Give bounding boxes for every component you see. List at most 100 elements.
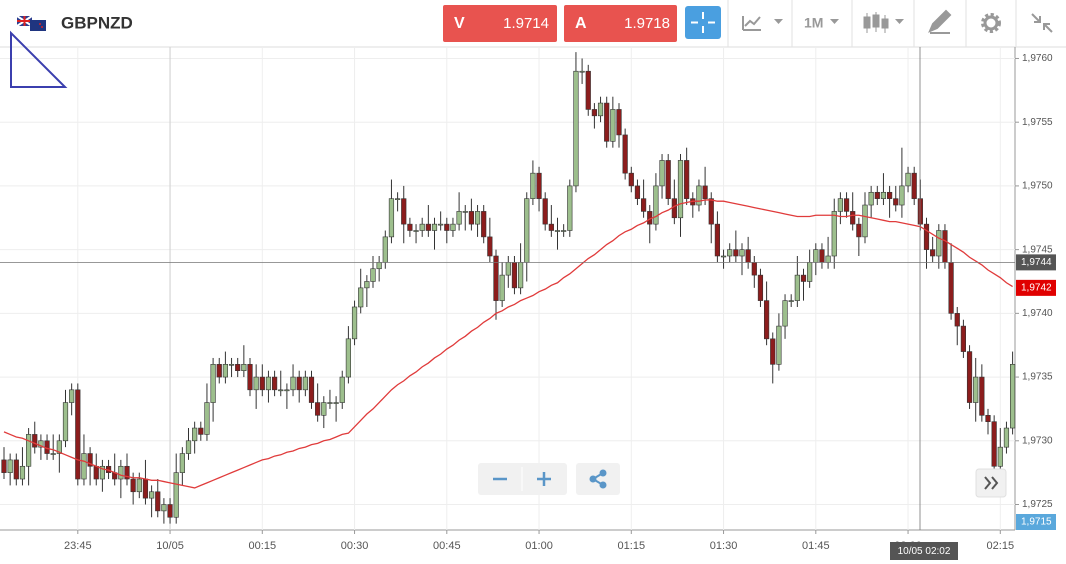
candle-body-up — [382, 236, 388, 263]
candle-body-down — [770, 338, 776, 365]
zoom-in-button[interactable] — [537, 472, 551, 486]
candle-body-up — [327, 402, 333, 404]
candle-body-up — [1009, 364, 1016, 429]
candle-body-down — [763, 300, 770, 340]
candle-body-down — [591, 109, 597, 117]
candle-body-down — [640, 198, 647, 212]
chart-type-button[interactable] — [742, 16, 783, 31]
candle-body-down — [960, 325, 966, 352]
candle-body-up — [579, 70, 585, 73]
settings-button[interactable] — [981, 13, 1001, 33]
candle-body-down — [493, 255, 499, 301]
candle-body-down — [142, 478, 149, 499]
candle-body-down — [843, 198, 850, 212]
scroll-to-end-button[interactable] — [975, 468, 1007, 498]
crosshair-time: 10/05 02:02 — [898, 546, 951, 557]
y-tick-label: 1,9730 — [1022, 435, 1053, 446]
symbol: GBPNZD — [61, 13, 133, 32]
flag — [16, 15, 46, 31]
candle-body-up — [62, 402, 69, 442]
candle-body-up — [727, 249, 733, 257]
collapse-button[interactable] — [1031, 13, 1053, 33]
candle-body-down — [481, 211, 487, 238]
triangle-drawing[interactable] — [10, 30, 68, 88]
candle-body-up — [265, 376, 272, 391]
candle-body-down — [296, 376, 302, 391]
candle-body-up — [554, 230, 561, 232]
candle-body-up — [69, 389, 75, 403]
crosshair-time-tag — [890, 542, 958, 560]
candle-style-button[interactable] — [863, 12, 904, 33]
candle-body-up — [696, 185, 702, 206]
y-tick-label: 1,9725 — [1022, 499, 1053, 510]
candle-body-down — [247, 364, 253, 391]
candle-body-up — [530, 172, 536, 199]
candle-body-up — [351, 306, 358, 340]
candle-body-down — [948, 262, 954, 314]
candle-body-down — [874, 191, 880, 199]
candle-body-down — [315, 402, 321, 416]
candle-body-down — [665, 160, 671, 199]
candle-body-down — [155, 491, 161, 512]
candle-body-up — [204, 402, 210, 435]
candle-body-down — [979, 376, 985, 416]
candle-body-down — [167, 504, 173, 518]
candle-body-up — [376, 262, 382, 270]
y-tick-label: 1,9740 — [1022, 308, 1053, 319]
candle-body-down — [911, 172, 917, 199]
draw-tool-button[interactable] — [928, 9, 952, 34]
candle-body-up — [474, 211, 481, 225]
candle-body-up — [505, 262, 511, 276]
candle-body-up — [81, 453, 87, 480]
candle-body-up — [333, 402, 339, 404]
candle-body-up — [517, 262, 524, 289]
candle-body-up — [653, 185, 659, 225]
candle-body-up — [253, 376, 259, 391]
buy-button[interactable]: A 1.9718 — [564, 5, 677, 42]
price-tag — [1016, 254, 1056, 271]
candle-body-up — [38, 440, 44, 448]
candle-body-up — [228, 364, 235, 366]
candle-body-down — [198, 427, 204, 435]
candle-body-up — [720, 255, 727, 258]
price-tag-label: 1,9742 — [1021, 283, 1052, 294]
x-tick-label: 01:00 — [525, 540, 553, 552]
x-tick-label: 01:15 — [618, 540, 646, 552]
candle-body-up — [364, 281, 370, 289]
candle-body-down — [604, 102, 610, 142]
share-button[interactable] — [576, 463, 620, 495]
candle-body-up — [561, 230, 567, 232]
candle-body-up — [370, 268, 376, 282]
candle-body-down — [468, 211, 475, 225]
candle-body-down — [87, 453, 93, 467]
sell-button[interactable]: V 1.9714 — [443, 5, 557, 42]
candle-body-up — [210, 364, 216, 403]
candle-body-down — [487, 236, 493, 257]
candle-body-down — [757, 274, 764, 301]
candle-body-up — [524, 198, 530, 263]
x-tick-label: 00:45 — [433, 540, 461, 552]
candle-body-down — [444, 223, 450, 231]
candle-body-down — [628, 172, 634, 187]
candle-body-down — [93, 465, 99, 480]
candle-body-up — [7, 459, 13, 473]
timeframe-button[interactable]: 1M — [804, 15, 839, 31]
candle-body-up — [573, 70, 579, 187]
x-tick-label: 01:30 — [710, 540, 738, 552]
candle-body-up — [149, 491, 155, 499]
candle-body-down — [886, 191, 893, 199]
zoom-controls — [478, 463, 620, 495]
candle-body-down — [259, 376, 265, 391]
candle-body-down — [130, 478, 136, 493]
candle-body-down — [850, 211, 856, 225]
candle-body-down — [708, 198, 714, 225]
crosshair-button[interactable] — [685, 6, 721, 39]
candle-body-up — [862, 204, 868, 238]
timeframe: 1M — [804, 15, 823, 31]
candle-body-up — [99, 465, 105, 480]
candle-body-up — [388, 198, 395, 238]
candle-body-down — [542, 198, 548, 225]
candle-body-up — [905, 172, 911, 187]
candle-body-up — [997, 446, 1003, 467]
